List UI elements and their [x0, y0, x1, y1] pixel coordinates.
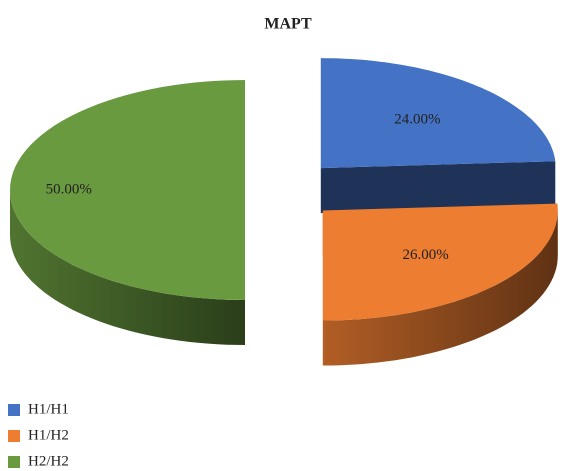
data-label: 50.00%	[46, 181, 92, 197]
slice-side	[322, 210, 558, 366]
legend-label: H1/H1	[28, 401, 69, 417]
slice	[322, 203, 558, 321]
slice-side	[10, 190, 245, 345]
slice-tops	[10, 58, 558, 321]
slice-wall	[320, 161, 556, 214]
legend-swatch	[8, 430, 20, 442]
legend-swatch	[8, 404, 20, 416]
legend-label: H1/H2	[28, 427, 69, 443]
chart-title: МАРТ	[264, 16, 312, 33]
legend-label: H2/H2	[28, 453, 69, 469]
legend-swatch	[8, 456, 20, 468]
slice	[320, 58, 556, 169]
data-label: 24.00%	[394, 111, 440, 127]
data-label: 26.00%	[402, 247, 448, 263]
slice	[10, 80, 245, 300]
